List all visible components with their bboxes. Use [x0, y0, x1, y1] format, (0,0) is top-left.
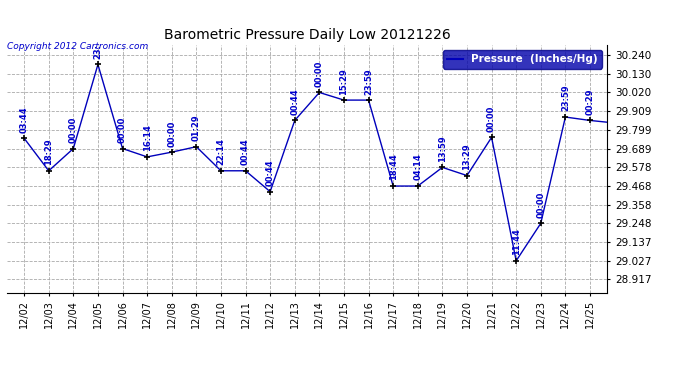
Text: 18:44: 18:44: [388, 154, 397, 180]
Text: 00:44: 00:44: [241, 139, 250, 165]
Text: 23:59: 23:59: [561, 85, 570, 111]
Text: 18:29: 18:29: [44, 139, 53, 165]
Text: 16:14: 16:14: [143, 124, 152, 152]
Text: Copyright 2012 Cartronics.com: Copyright 2012 Cartronics.com: [7, 42, 148, 51]
Text: 00:00: 00:00: [315, 60, 324, 87]
Text: 00:00: 00:00: [118, 117, 127, 143]
Text: 04:14: 04:14: [413, 154, 422, 180]
Text: 01:29: 01:29: [192, 114, 201, 141]
Text: 15:29: 15:29: [339, 68, 348, 94]
Text: 00:44: 00:44: [290, 88, 299, 115]
Text: 11:44: 11:44: [512, 228, 521, 255]
Text: 22:14: 22:14: [217, 138, 226, 165]
Text: 00:44: 00:44: [266, 159, 275, 186]
Legend: Pressure  (Inches/Hg): Pressure (Inches/Hg): [443, 50, 602, 69]
Text: 13:29: 13:29: [462, 143, 471, 170]
Text: 00:00: 00:00: [0, 374, 1, 375]
Text: 00:29: 00:29: [586, 88, 595, 115]
Text: 00:00: 00:00: [487, 105, 496, 132]
Text: 12:59: 12:59: [0, 374, 1, 375]
Text: 13:59: 13:59: [438, 135, 447, 162]
Text: 03:44: 03:44: [19, 106, 28, 133]
Text: 23:59: 23:59: [364, 68, 373, 94]
Text: 00:00: 00:00: [536, 191, 545, 218]
Text: 00:00: 00:00: [167, 120, 176, 147]
Text: 00:00: 00:00: [69, 117, 78, 143]
Text: 23:: 23:: [93, 44, 102, 59]
Title: Barometric Pressure Daily Low 20121226: Barometric Pressure Daily Low 20121226: [164, 28, 451, 42]
